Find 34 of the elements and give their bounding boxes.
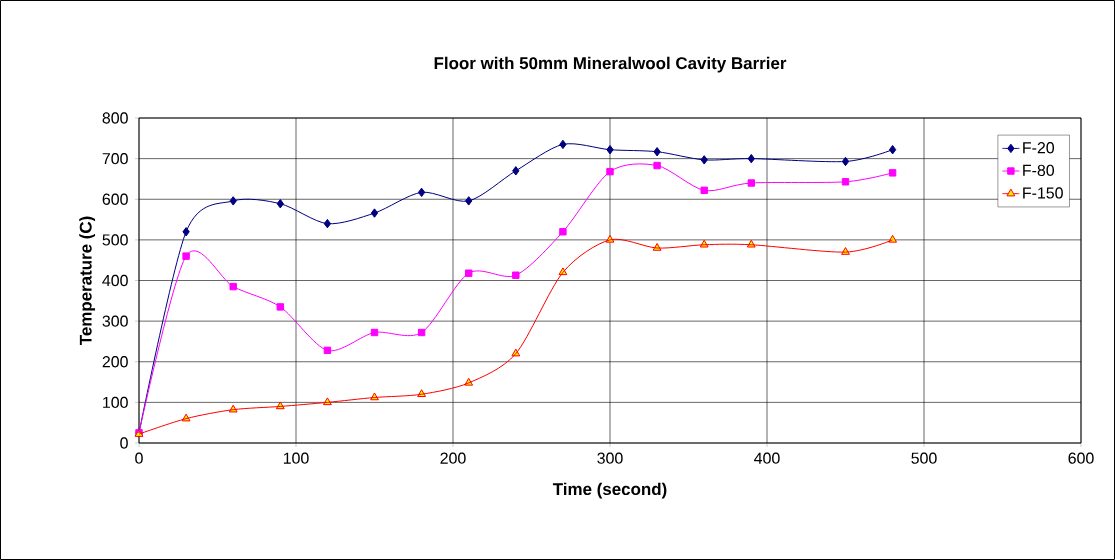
legend-label: F-150 [1023, 187, 1063, 199]
point [370, 208, 379, 218]
point [888, 169, 897, 177]
x-tick-label: 100 [283, 452, 309, 464]
y-tick-label: 800 [102, 112, 128, 124]
x-tick-label: 300 [597, 452, 623, 464]
point [559, 228, 567, 236]
point [747, 179, 756, 187]
x-axis-title: Time (second) [552, 482, 667, 499]
x-tick-label: 0 [135, 452, 143, 464]
y-axis-title: Temperature (C) [79, 216, 96, 346]
y-tick-label: 300 [102, 315, 128, 327]
point [606, 144, 614, 155]
chart-title: Floor with 50mm Mineralwool Cavity Barrier [434, 56, 787, 73]
y-tick-label: 200 [102, 356, 128, 368]
y-tick-label: 400 [102, 274, 128, 287]
x-tick-label: 400 [754, 452, 780, 464]
x-tick-label: 600 [1068, 452, 1094, 464]
x-tick-label: 200 [440, 452, 466, 464]
point [747, 153, 755, 164]
point [182, 252, 190, 260]
legend-label: F-80 [1023, 164, 1055, 176]
point [465, 269, 473, 277]
point [700, 186, 708, 195]
x-tick-label: 500 [911, 452, 937, 464]
y-tick-label: 500 [102, 234, 128, 246]
y-tick-label: 100 [103, 396, 128, 409]
y-tick-label: 600 [102, 193, 128, 205]
legend-label: F-20 [1023, 142, 1055, 154]
y-tick-label: 0 [120, 437, 128, 449]
point [512, 271, 520, 279]
point [276, 303, 284, 311]
point [888, 144, 897, 155]
y-tick-label: 700 [102, 152, 128, 165]
